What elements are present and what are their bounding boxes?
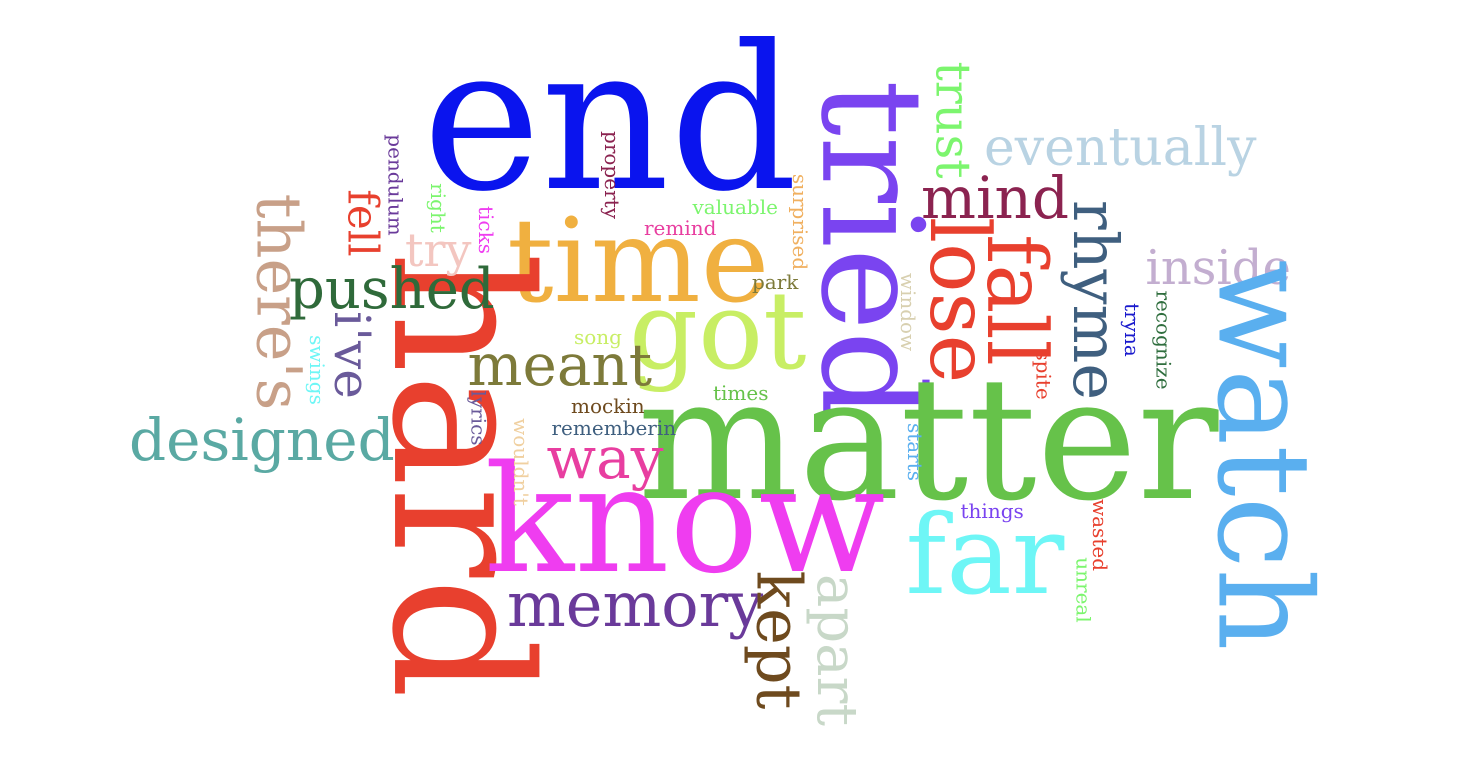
- word-wouldnt: wouldn't: [508, 418, 533, 506]
- word-starts: starts: [903, 422, 928, 482]
- word-remind: remind: [644, 216, 717, 240]
- word-park: park: [752, 270, 799, 294]
- word-eventually: eventually: [984, 118, 1257, 178]
- word-kept: kept: [741, 570, 815, 710]
- word-rememberin: rememberin: [551, 416, 677, 440]
- word-got: got: [629, 269, 807, 394]
- word-things: things: [960, 499, 1024, 523]
- word-mockin: mockin: [571, 394, 645, 418]
- word-valuable: valuable: [692, 195, 778, 219]
- word-pushed: pushed: [289, 257, 495, 322]
- word-designed: designed: [129, 406, 395, 474]
- word-ive: i've: [322, 311, 381, 399]
- word-pendulum: pendulum: [383, 134, 408, 236]
- word-trust: trust: [924, 61, 981, 179]
- word-window: window: [896, 272, 921, 352]
- word-mind: mind: [921, 164, 1070, 232]
- word-time: time: [507, 194, 770, 329]
- word-way: way: [546, 424, 664, 492]
- word-try: try: [405, 223, 472, 277]
- word-ticks: ticks: [474, 205, 499, 255]
- word-inside: inside: [1145, 240, 1291, 296]
- word-end: end: [422, 3, 798, 236]
- word-song: song: [574, 325, 622, 349]
- word-lyrics: lyrics: [466, 390, 491, 446]
- word-meant: meant: [467, 331, 653, 399]
- word-matter: matter: [637, 341, 1219, 539]
- word-memory: memory: [507, 568, 764, 641]
- word-spite: spite: [1031, 350, 1056, 400]
- word-unreal: unreal: [1071, 557, 1096, 623]
- word-far: far: [905, 491, 1065, 619]
- word-fell: fell: [338, 189, 388, 257]
- word-times: times: [713, 381, 769, 405]
- word-know: know: [484, 434, 886, 606]
- word-apart: apart: [803, 574, 869, 726]
- word-surprised: surprised: [788, 173, 813, 271]
- word-swings: swings: [304, 335, 329, 405]
- word-right: right: [425, 183, 450, 233]
- word-theres: there's: [241, 193, 315, 411]
- word-property: property: [599, 131, 624, 219]
